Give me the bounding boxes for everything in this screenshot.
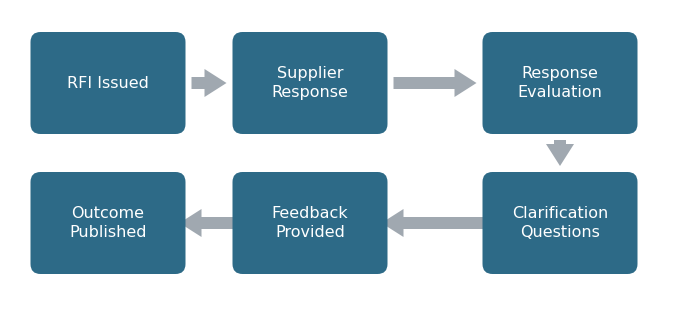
- FancyBboxPatch shape: [233, 172, 388, 274]
- Polygon shape: [546, 140, 574, 166]
- Text: Outcome
Published: Outcome Published: [69, 206, 147, 240]
- FancyBboxPatch shape: [31, 32, 185, 134]
- Text: Response
Evaluation: Response Evaluation: [518, 66, 602, 100]
- Text: Clarification
Questions: Clarification Questions: [512, 206, 608, 240]
- Polygon shape: [394, 69, 477, 97]
- Text: Supplier
Response: Supplier Response: [272, 66, 348, 100]
- Text: RFI Issued: RFI Issued: [67, 75, 149, 90]
- Text: Feedback
Provided: Feedback Provided: [272, 206, 348, 240]
- FancyBboxPatch shape: [482, 32, 638, 134]
- Polygon shape: [381, 209, 489, 237]
- Polygon shape: [192, 69, 227, 97]
- FancyBboxPatch shape: [31, 172, 185, 274]
- Polygon shape: [180, 209, 238, 237]
- FancyBboxPatch shape: [482, 172, 638, 274]
- FancyBboxPatch shape: [233, 32, 388, 134]
